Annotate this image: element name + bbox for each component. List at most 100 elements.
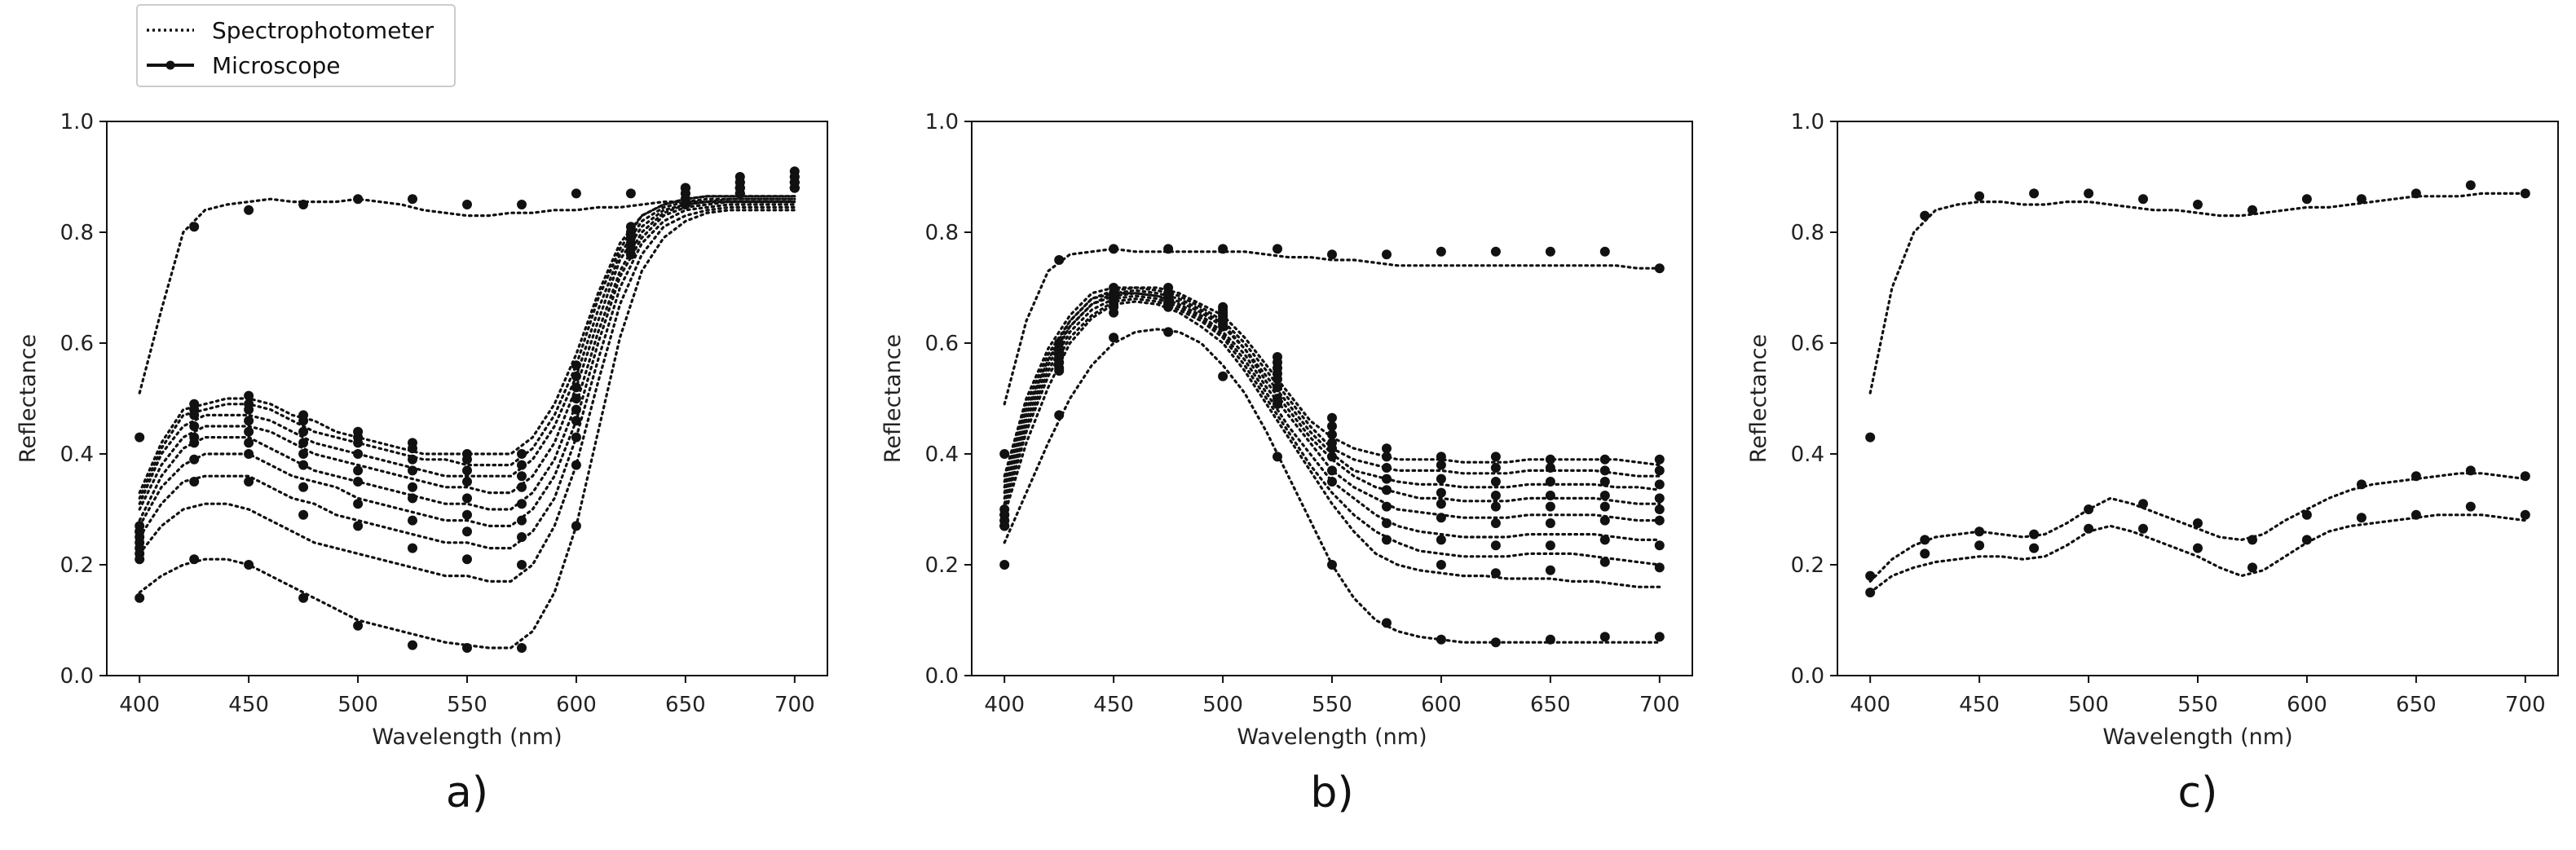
microscope-point xyxy=(408,443,417,454)
microscope-point xyxy=(1654,454,1665,465)
microscope-point xyxy=(680,200,690,209)
x-tick-label: 700 xyxy=(2505,693,2546,717)
x-tick-label: 650 xyxy=(1530,693,1571,717)
microscope-point xyxy=(571,416,581,426)
y-tick-label: 0.0 xyxy=(1791,664,1824,689)
microscope-point xyxy=(135,592,145,603)
microscope-point xyxy=(999,560,1010,570)
microscope-point xyxy=(1654,263,1665,274)
spectrophotometer-series-line xyxy=(138,203,796,550)
microscope-point xyxy=(571,371,581,381)
microscope-point xyxy=(1436,246,1446,257)
microscope-point xyxy=(1865,432,1876,443)
microscope-point xyxy=(1599,477,1610,487)
microscope-point xyxy=(1382,249,1392,260)
microscope-point xyxy=(1327,421,1337,431)
microscope-point xyxy=(1054,410,1065,421)
microscope-point xyxy=(789,177,800,187)
microscope-point xyxy=(1273,451,1282,462)
microscope-point xyxy=(1109,307,1119,318)
microscope-point xyxy=(517,643,527,653)
microscope-point xyxy=(1920,535,1930,545)
microscope-point xyxy=(1436,487,1446,498)
microscope-point xyxy=(1920,548,1930,559)
microscope-point xyxy=(1545,540,1555,551)
panel-label: c) xyxy=(2178,769,2218,817)
microscope-point xyxy=(1654,562,1665,573)
microscope-point xyxy=(408,194,417,205)
microscope-point xyxy=(2520,509,2530,520)
y-tick-label: 0.6 xyxy=(925,332,959,356)
microscope-point xyxy=(1382,451,1392,462)
spectrophotometer-series-line xyxy=(1003,247,1661,406)
microscope-point xyxy=(244,449,254,459)
microscope-point xyxy=(1436,513,1446,523)
y-tick-label: 1.0 xyxy=(925,110,959,134)
microscope-point xyxy=(462,200,472,209)
microscope-point xyxy=(189,222,200,232)
axes-frame xyxy=(971,121,1693,676)
microscope-point xyxy=(244,426,254,437)
microscope-point xyxy=(1974,191,1985,201)
x-tick-label: 450 xyxy=(228,693,269,717)
microscope-point xyxy=(1599,454,1610,465)
microscope-point xyxy=(517,449,527,459)
microscope-point xyxy=(1054,255,1065,265)
microscope-point xyxy=(625,249,636,260)
x-tick-label: 600 xyxy=(556,693,597,717)
microscope-point xyxy=(517,499,527,509)
microscope-point xyxy=(353,620,364,631)
x-tick-label: 500 xyxy=(337,693,378,717)
microscope-point xyxy=(2029,188,2040,199)
microscope-point xyxy=(408,465,417,476)
microscope-point xyxy=(2356,513,2366,523)
microscope-point xyxy=(1218,371,1228,381)
y-tick-label: 0.2 xyxy=(60,553,94,578)
microscope-point xyxy=(135,432,145,443)
panel-label: b) xyxy=(1310,769,1353,817)
microscope-point xyxy=(353,194,364,205)
x-tick-label: 600 xyxy=(1421,693,1462,717)
microscope-point xyxy=(1273,374,1282,385)
microscope-point xyxy=(135,554,145,565)
microscope-point xyxy=(1382,618,1392,628)
legend-frame xyxy=(136,4,456,87)
y-tick-label: 0.8 xyxy=(925,221,959,245)
microscope-point xyxy=(189,421,200,431)
microscope-point xyxy=(1545,501,1555,512)
y-tick-label: 0.2 xyxy=(925,553,959,578)
microscope-point xyxy=(1599,535,1610,545)
microscope-point xyxy=(571,404,581,415)
microscope-point xyxy=(2138,194,2148,205)
microscope-point xyxy=(517,515,527,526)
y-tick-label: 0.6 xyxy=(1791,332,1824,356)
microscope-point xyxy=(2465,180,2476,191)
microscope-point xyxy=(2411,188,2421,199)
microscope-point xyxy=(517,560,527,570)
microscope-point xyxy=(408,493,417,504)
microscope-point xyxy=(353,521,364,531)
microscope-point xyxy=(1599,515,1610,526)
microscope-point xyxy=(2247,562,2257,573)
microscope-point xyxy=(517,482,527,492)
microscope-point xyxy=(1545,246,1555,257)
microscope-point xyxy=(462,526,472,537)
microscope-point xyxy=(1273,382,1282,393)
y-tick-label: 1.0 xyxy=(60,110,94,134)
y-tick-label: 0.0 xyxy=(60,664,94,689)
microscope-point xyxy=(1545,518,1555,528)
microscope-point xyxy=(298,482,309,492)
microscope-point xyxy=(999,449,1010,459)
microscope-point xyxy=(1218,321,1228,332)
microscope-point xyxy=(2356,479,2366,490)
microscope-point xyxy=(1382,518,1392,528)
microscope-point xyxy=(1327,249,1337,260)
legend-marker-microscope xyxy=(165,60,175,70)
chart-panel-1: 400 450 500 550 600 650 700 0.0 0.2 0.4 0.6 0.8 1.0 W… xyxy=(15,110,828,817)
microscope-point xyxy=(353,477,364,487)
spectrophotometer-series-line xyxy=(138,197,796,394)
microscope-point xyxy=(2247,205,2257,215)
microscope-point xyxy=(408,454,417,465)
microscope-point xyxy=(1654,632,1665,642)
